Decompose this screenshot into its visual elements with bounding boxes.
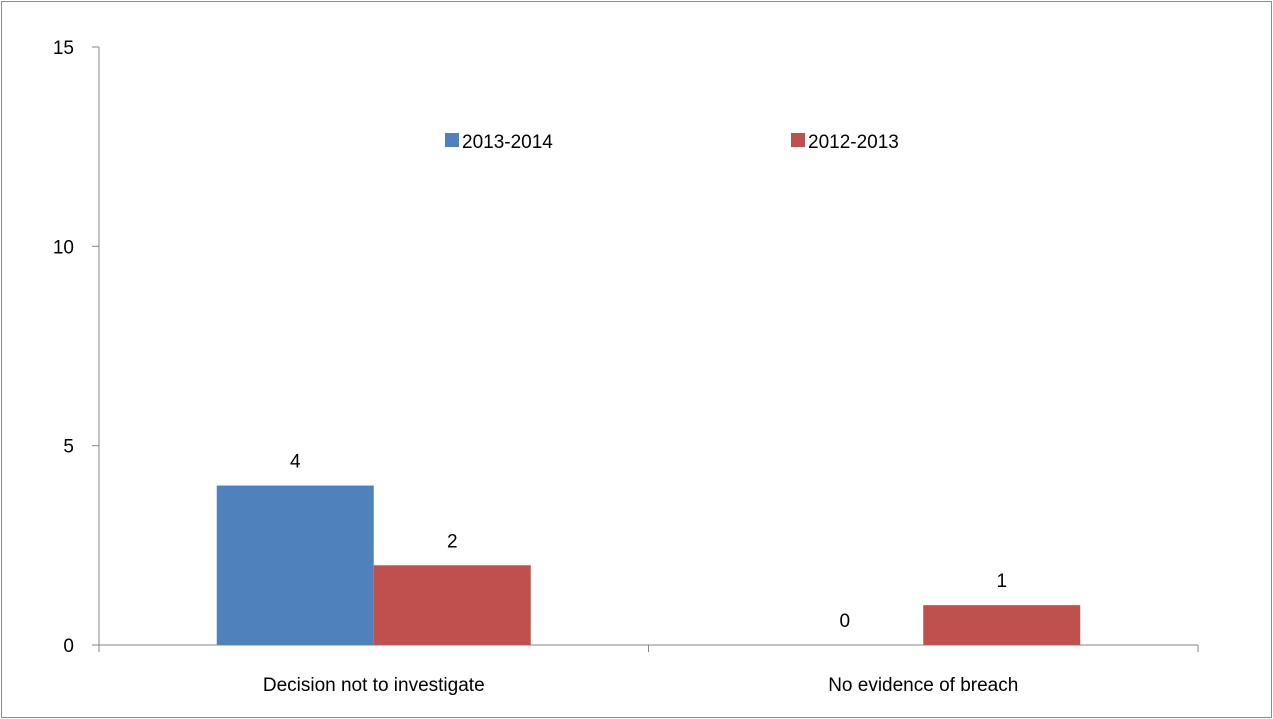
legend-swatch (791, 133, 805, 147)
y-tick-label: 10 (53, 237, 74, 258)
data-label: 2 (447, 531, 458, 552)
y-tick-label: 15 (53, 38, 74, 59)
legend-swatch (445, 133, 459, 147)
data-label: 1 (996, 571, 1007, 592)
x-category-label: No evidence of breach (828, 675, 1018, 696)
bar (216, 485, 374, 645)
legend-label: 2012-2013 (808, 132, 899, 153)
y-tick-label: 5 (63, 437, 74, 458)
x-category-label: Decision not to investigate (263, 675, 485, 696)
y-tick-label: 0 (63, 636, 74, 657)
data-label: 0 (839, 611, 850, 632)
bar (923, 605, 1081, 645)
legend-label: 2013-2014 (462, 132, 553, 153)
bar (373, 565, 531, 645)
data-label: 4 (290, 452, 301, 473)
